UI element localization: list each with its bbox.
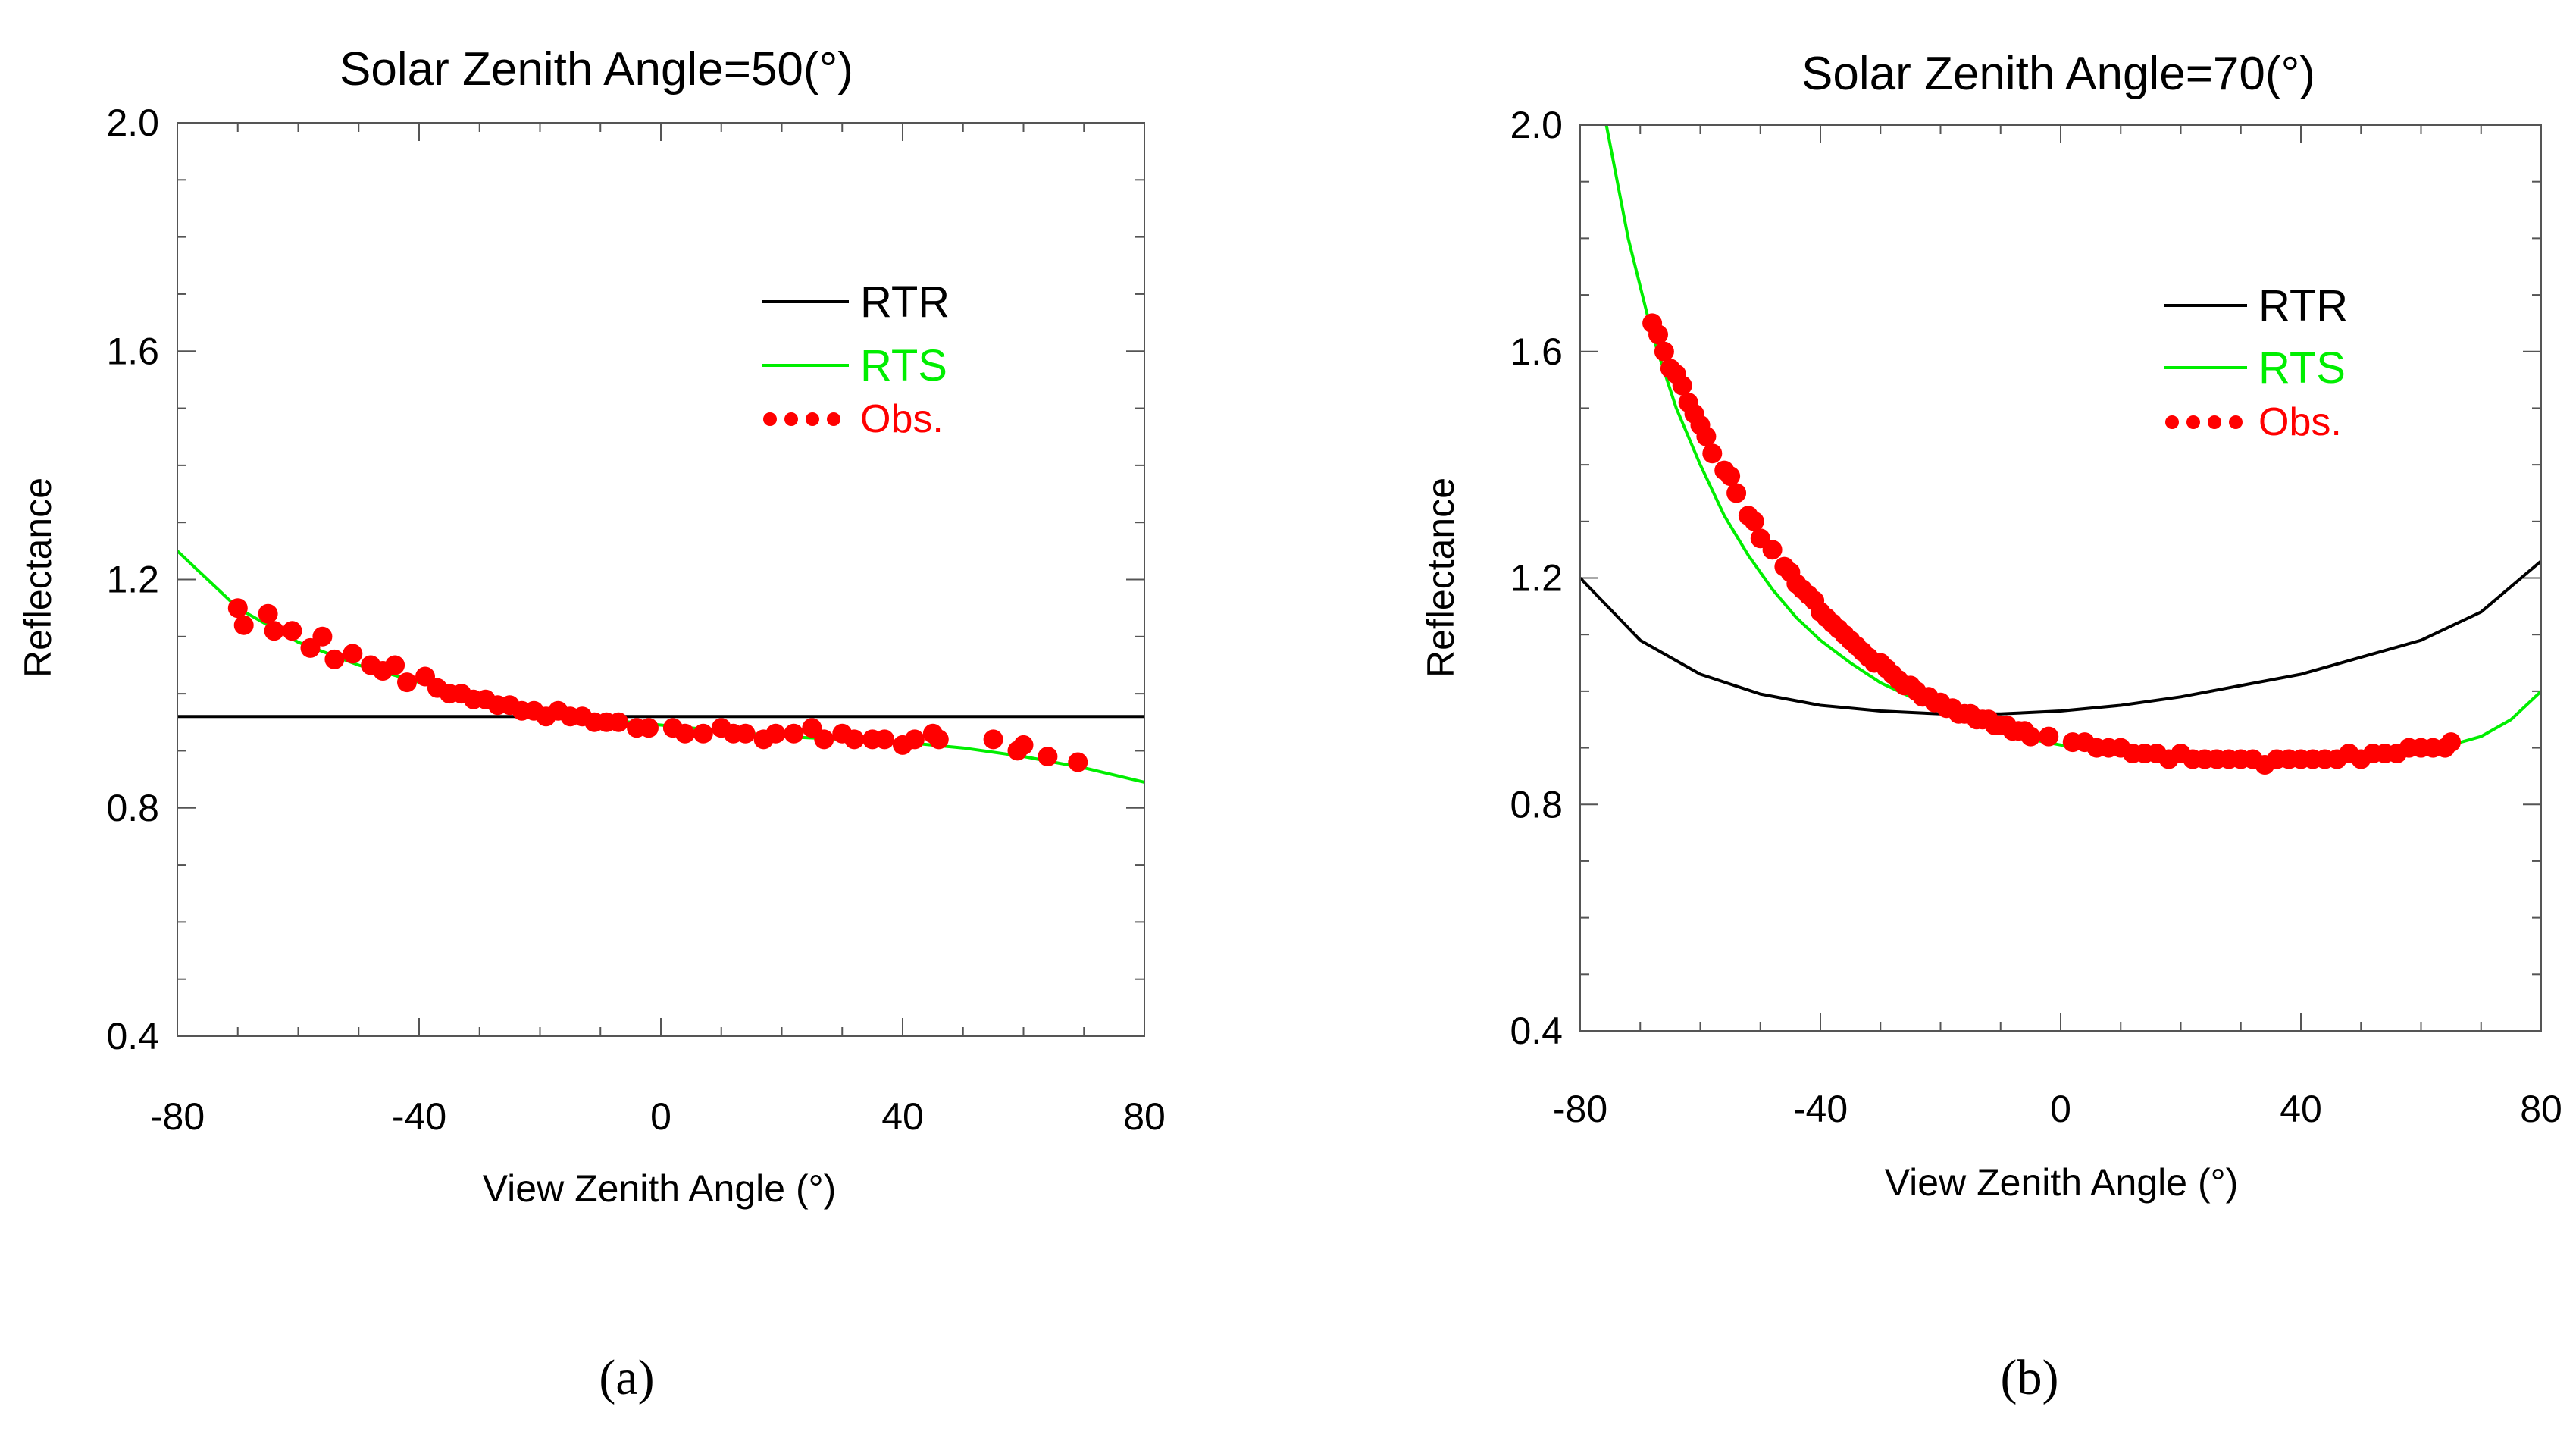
y-tick-label: 1.2 [1510, 557, 1563, 600]
obs-point [1013, 735, 1034, 755]
obs-point [233, 615, 254, 635]
x-tick-label: -80 [150, 1095, 205, 1138]
y-tick-label: 0.8 [106, 787, 159, 829]
chart-panel-b: Solar Zenith Angle=70(°) Reflectance Vie… [1419, 48, 2562, 1204]
y-tick-label: 1.6 [106, 330, 159, 372]
x-tick-label: -40 [392, 1095, 446, 1138]
legend-label-rtr: RTR [860, 277, 950, 327]
x-tick-label: 40 [881, 1095, 924, 1138]
x-tick-label: 0 [650, 1095, 671, 1138]
x-tick-label: -80 [1553, 1088, 1607, 1130]
y-tick-label: 2.0 [106, 102, 159, 144]
y-tick-label: 0.4 [1510, 1010, 1563, 1052]
obs-point [928, 729, 949, 750]
obs-point [639, 718, 659, 738]
obs-point [675, 723, 695, 744]
obs-point [227, 598, 248, 619]
legend-label-obs: Obs. [2258, 400, 2342, 444]
obs-point [385, 655, 405, 675]
chart-title: Solar Zenith Angle=70(°) [1801, 48, 2315, 100]
obs-point [312, 626, 333, 647]
legend-label-obs: Obs. [860, 397, 944, 441]
y-tick-label: 2.0 [1510, 104, 1563, 146]
obs-point [258, 603, 278, 624]
legend: RTR RTS Obs. [2164, 281, 2348, 444]
obs-point [735, 723, 756, 744]
x-tick-label: 0 [2050, 1088, 2071, 1130]
obs-points [227, 598, 1088, 772]
obs-point [983, 729, 1003, 750]
x-axis-label: View Zenith Angle (°) [1885, 1161, 2239, 1204]
y-tick-label: 0.4 [106, 1015, 159, 1057]
obs-point [1672, 375, 1692, 396]
series-layer [1580, 125, 2541, 775]
obs-point [904, 729, 925, 750]
obs-point [264, 621, 284, 641]
legend: RTR RTS Obs. [762, 277, 950, 441]
obs-point [2039, 726, 2059, 747]
obs-point [1702, 443, 1723, 464]
x-tick-label: 80 [2520, 1088, 2562, 1130]
obs-point [1744, 511, 1764, 531]
tick-layer: -80 -40 0 40 80 0.4 0.8 1.2 1.6 2.0 [1510, 104, 2562, 1130]
obs-point [2441, 732, 2462, 753]
obs-point [1038, 747, 1058, 766]
legend-label-rtr: RTR [2258, 281, 2348, 330]
obs-point [844, 729, 865, 750]
obs-point [693, 723, 713, 744]
obs-point [609, 712, 629, 732]
chart-title: Solar Zenith Angle=50(°) [340, 43, 853, 96]
obs-point [397, 672, 417, 693]
series-line-rts [177, 550, 1144, 784]
plot-frame [1579, 124, 2542, 1032]
tick-layer: -80 -40 0 40 80 0.4 0.8 1.2 1.6 2.0 [106, 102, 1165, 1138]
plot-frame [177, 122, 1145, 1037]
obs-point [814, 729, 834, 750]
series-line-rtr [1580, 559, 2541, 716]
y-tick-label: 0.8 [1510, 783, 1563, 825]
obs-point [784, 723, 804, 744]
legend-label-rts: RTS [2258, 343, 2346, 393]
obs-point [875, 729, 895, 750]
obs-points [1642, 313, 2462, 775]
series-line-rts [1604, 125, 2541, 764]
obs-point [1648, 324, 1668, 345]
legend-dots-obs [2165, 415, 2243, 429]
x-tick-label: 80 [1123, 1095, 1166, 1138]
obs-point [765, 723, 786, 744]
obs-point [2020, 726, 2041, 747]
y-tick-label: 1.6 [1510, 330, 1563, 373]
series-layer [177, 550, 1144, 784]
x-tick-label: 40 [2280, 1088, 2322, 1130]
x-tick-label: -40 [1793, 1088, 1848, 1130]
obs-point [1726, 483, 1747, 503]
obs-point [1654, 341, 1674, 362]
y-axis-label: Reflectance [1419, 478, 1462, 678]
obs-point [1696, 426, 1717, 446]
panel-caption-a: (a) [599, 1350, 655, 1405]
chart-panel-a: Solar Zenith Angle=50(°) Reflectance Vie… [17, 43, 1166, 1210]
obs-point [1068, 752, 1088, 772]
legend-label-rts: RTS [860, 341, 947, 390]
x-axis-label: View Zenith Angle (°) [483, 1167, 837, 1210]
y-tick-label: 1.2 [106, 559, 159, 601]
obs-point [1762, 540, 1783, 560]
panel-caption-b: (b) [2000, 1350, 2059, 1405]
obs-point [1720, 466, 1741, 487]
obs-point [282, 621, 302, 641]
obs-point [324, 649, 345, 669]
y-axis-label: Reflectance [17, 478, 59, 678]
obs-point [343, 644, 363, 664]
legend-dots-obs [763, 412, 840, 426]
